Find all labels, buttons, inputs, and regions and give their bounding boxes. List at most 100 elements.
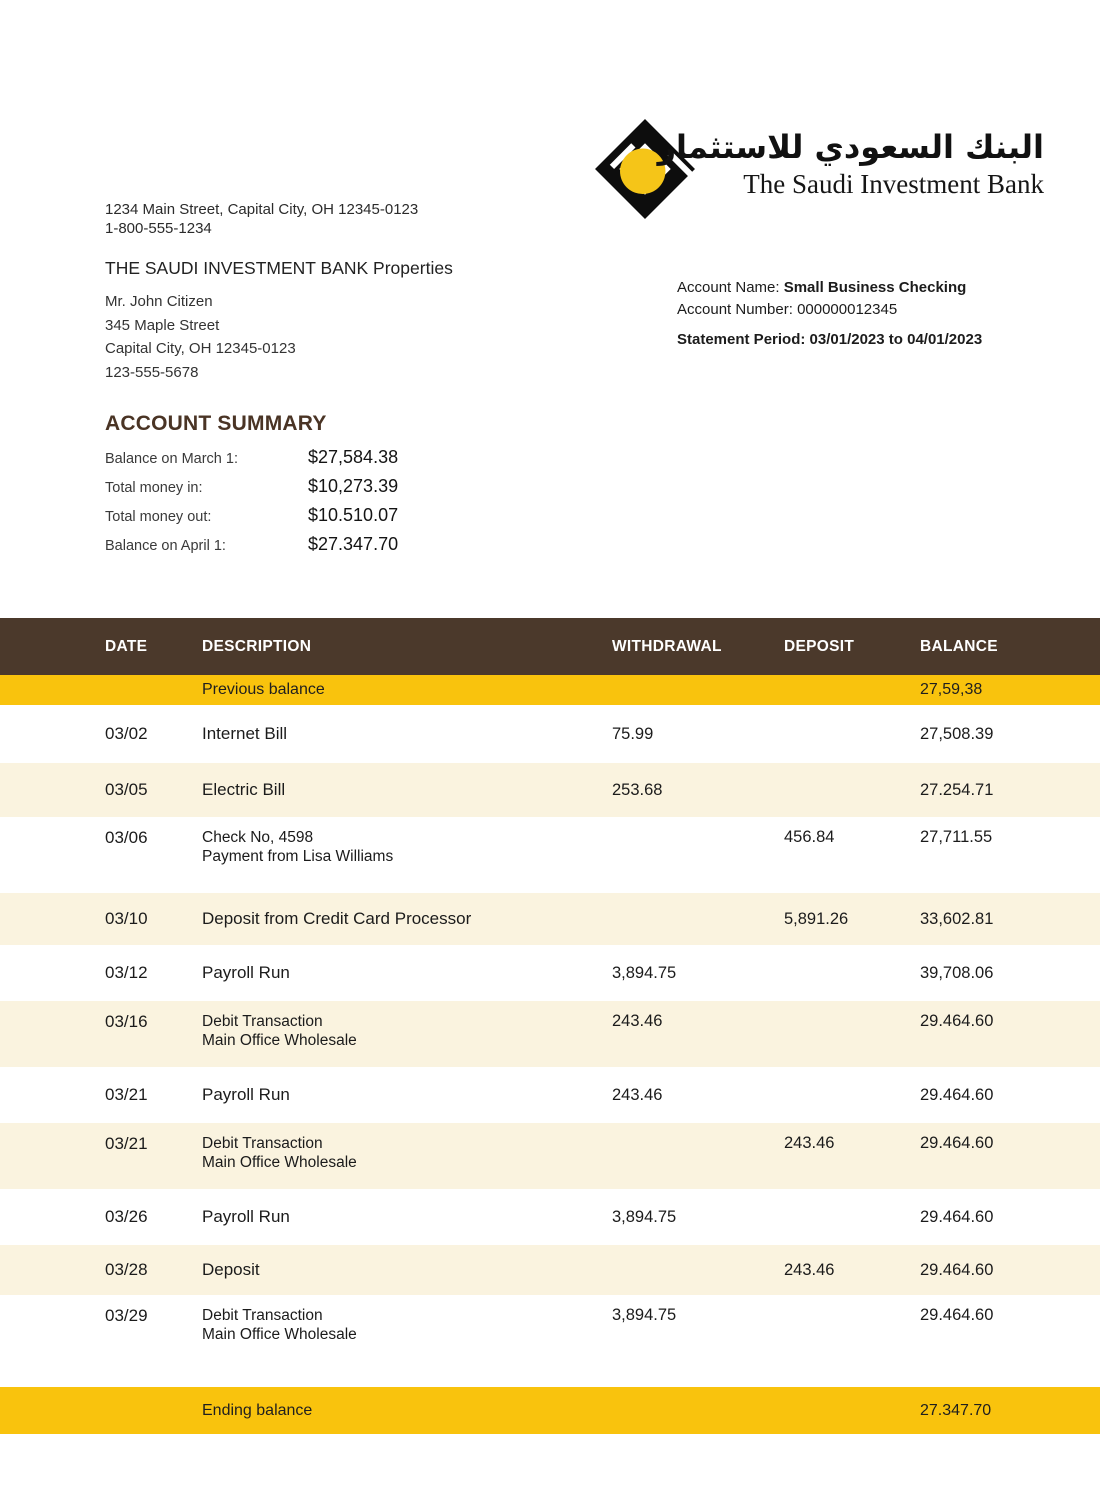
table-row: 03/29 Debit Transaction Main Office Whole… bbox=[0, 1295, 1100, 1367]
description-line1: Payroll Run bbox=[202, 963, 290, 982]
summary-value: $27.347.70 bbox=[308, 534, 399, 554]
table-row: 03/05 Electric Bill 253.68 27.254.71 bbox=[0, 763, 1100, 817]
description-line1: Deposit from Credit Card Processor bbox=[202, 909, 472, 928]
ending-balance-label: Ending balance bbox=[202, 1401, 313, 1419]
summary-label: Balance on March 1: bbox=[105, 451, 238, 467]
table-row: 03/02 Internet Bill 75.99 27,508.39 bbox=[0, 705, 1100, 763]
previous-balance-row: Previous balance 27,59,38 bbox=[0, 675, 1100, 705]
account-name-label: Account Name: bbox=[677, 279, 780, 296]
summary-label: Total money in: bbox=[105, 480, 203, 496]
customer-city: Capital City, OH 12345-0123 bbox=[105, 340, 296, 357]
customer-street: 345 Maple Street bbox=[105, 316, 220, 334]
balance-amount: 29.464.60 bbox=[920, 1260, 994, 1279]
description-line1: Payroll Run bbox=[202, 1085, 290, 1104]
transaction-date: 03/21 bbox=[105, 1085, 148, 1104]
account-number-value: 000000012345 bbox=[797, 300, 898, 318]
description-line1: Check No, 4598 bbox=[202, 829, 314, 846]
transaction-date: 03/28 bbox=[105, 1260, 148, 1279]
previous-balance-label: Previous balance bbox=[202, 681, 325, 698]
summary-row: Total money in: $10,273.39 bbox=[105, 476, 525, 508]
summary-label: Balance on April 1: bbox=[105, 538, 226, 554]
transaction-description: Deposit bbox=[202, 1260, 612, 1280]
description-line1: Internet Bill bbox=[202, 724, 288, 743]
customer-company: THE SAUDI INVESTMENT BANK Properties bbox=[105, 258, 453, 278]
account-info-block: Account Name: Small Business Checking Ac… bbox=[677, 277, 982, 351]
summary-row: Balance on March 1: $27,584.38 bbox=[105, 447, 525, 479]
balance-amount: 29.464.60 bbox=[920, 1207, 994, 1226]
bank-logo: البنك السعودي للاستثمار The Saudi Invest… bbox=[592, 100, 1052, 240]
transaction-description: Electric Bill bbox=[202, 780, 612, 800]
withdrawal-amount: 3,894.75 bbox=[612, 963, 677, 982]
description-line1: Deposit bbox=[202, 1260, 260, 1279]
account-name-value: Small Business Checking bbox=[783, 279, 967, 296]
description-line2: Main Office Wholesale bbox=[202, 1154, 357, 1171]
withdrawal-amount: 243.46 bbox=[612, 1012, 663, 1030]
description-line1: Debit Transaction bbox=[202, 1013, 323, 1030]
customer-block: THE SAUDI INVESTMENT BANK Properties Mr.… bbox=[105, 258, 453, 384]
bank-contact-block: 1234 Main Street, Capital City, OH 12345… bbox=[105, 200, 418, 238]
description-line1: Electric Bill bbox=[202, 780, 286, 799]
statement-period-value: 03/01/2023 to 04/01/2023 bbox=[809, 331, 983, 348]
customer-phone: 123-555-5678 bbox=[105, 363, 199, 381]
transaction-description: Debit Transaction Main Office Wholesale bbox=[202, 1134, 612, 1172]
balance-amount: 27,711.55 bbox=[920, 828, 993, 846]
transaction-description: Check No, 4598 Payment from Lisa Williams bbox=[202, 828, 612, 866]
table-footer-gap bbox=[0, 1367, 1100, 1387]
header-date: DATE bbox=[105, 637, 148, 655]
deposit-amount: 456.84 bbox=[784, 828, 835, 846]
description-line1: Debit Transaction bbox=[202, 1307, 323, 1324]
table-row: 03/06 Check No, 4598 Payment from Lisa Wi… bbox=[0, 817, 1100, 893]
withdrawal-amount: 243.46 bbox=[612, 1085, 663, 1104]
transaction-description: Internet Bill bbox=[202, 724, 612, 744]
transaction-date: 03/29 bbox=[105, 1306, 148, 1325]
balance-amount: 29.464.60 bbox=[920, 1306, 994, 1324]
header-withdrawal: WITHDRAWAL bbox=[612, 637, 722, 655]
description-line1: Debit Transaction bbox=[202, 1135, 323, 1152]
transaction-description: Debit Transaction Main Office Wholesale bbox=[202, 1306, 612, 1344]
summary-value: $10,273.39 bbox=[308, 476, 399, 496]
summary-value: $10.510.07 bbox=[308, 505, 399, 525]
transaction-date: 03/10 bbox=[105, 909, 148, 928]
transaction-date: 03/05 bbox=[105, 780, 148, 799]
logo-sun-circle bbox=[620, 148, 666, 194]
description-line2: Payment from Lisa Williams bbox=[202, 848, 394, 865]
description-line2: Main Office Wholesale bbox=[202, 1326, 357, 1343]
summary-row: Total money out: $10.510.07 bbox=[105, 505, 525, 537]
table-row: 03/21 Debit Transaction Main Office Whole… bbox=[0, 1123, 1100, 1189]
balance-amount: 27.254.71 bbox=[920, 780, 994, 799]
deposit-amount: 243.46 bbox=[784, 1134, 835, 1152]
account-number-line: Account Number: 000000012345 bbox=[677, 299, 982, 321]
transaction-date: 03/02 bbox=[105, 724, 148, 743]
transaction-description: Payroll Run bbox=[202, 1085, 612, 1105]
bank-name-block: البنك السعودي للاستثمار The Saudi Invest… bbox=[658, 126, 1044, 199]
transaction-description: Debit Transaction Main Office Wholesale bbox=[202, 1012, 612, 1050]
summary-value: $27,584.38 bbox=[308, 447, 399, 467]
account-summary-title: ACCOUNT SUMMARY bbox=[105, 412, 327, 435]
account-name-line: Account Name: Small Business Checking bbox=[677, 277, 982, 299]
balance-amount: 39,708.06 bbox=[920, 963, 994, 982]
statement-period-label: Statement Period: bbox=[677, 331, 806, 348]
balance-amount: 29.464.60 bbox=[920, 1085, 994, 1104]
bank-name-english: The Saudi Investment Bank bbox=[743, 169, 1044, 199]
deposit-amount: 5,891.26 bbox=[784, 909, 849, 928]
ending-balance-row: Ending balance 27.347.70 bbox=[0, 1387, 1100, 1434]
account-summary: ACCOUNT SUMMARY Balance on March 1: $27,… bbox=[105, 412, 525, 566]
ending-balance-value: 27.347.70 bbox=[920, 1401, 992, 1419]
balance-amount: 33,602.81 bbox=[920, 909, 994, 928]
saib-diamond-logo-icon bbox=[595, 119, 697, 219]
header-balance: BALANCE bbox=[920, 637, 998, 655]
transaction-date: 03/06 bbox=[105, 828, 148, 847]
table-row: 03/16 Debit Transaction Main Office Whole… bbox=[0, 1001, 1100, 1067]
withdrawal-amount: 3,894.75 bbox=[612, 1207, 677, 1226]
previous-balance-value: 27,59,38 bbox=[920, 681, 983, 698]
withdrawal-amount: 253.68 bbox=[612, 780, 663, 799]
table-row: 03/26 Payroll Run 3,894.75 29.464.60 bbox=[0, 1189, 1100, 1245]
summary-label: Total money out: bbox=[105, 509, 212, 525]
transaction-description: Payroll Run bbox=[202, 963, 612, 983]
description-line1: Payroll Run bbox=[202, 1207, 290, 1226]
statement-period-line: Statement Period: 03/01/2023 to 04/01/20… bbox=[677, 329, 982, 351]
transaction-description: Payroll Run bbox=[202, 1207, 612, 1227]
transaction-table: DATE DESCRIPTION WITHDRAWAL DEPOSIT BALA… bbox=[0, 618, 1100, 1434]
transaction-date: 03/12 bbox=[105, 963, 148, 982]
